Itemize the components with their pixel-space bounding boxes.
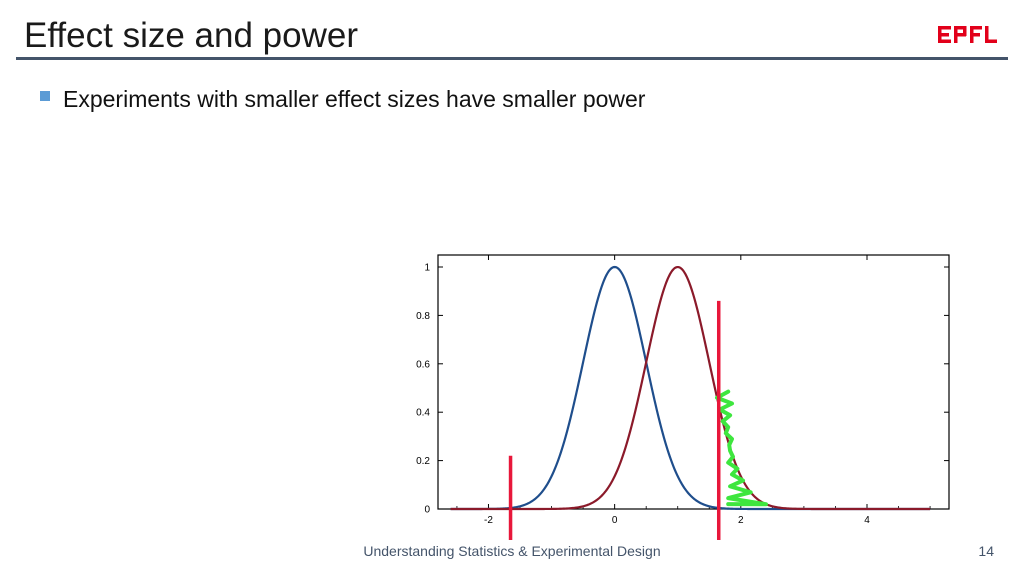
footer-text: Understanding Statistics & Experimental … [363, 543, 661, 559]
power-region-highlight [715, 389, 768, 507]
overlays [508, 300, 768, 540]
y-tick-label: 0.2 [416, 456, 430, 467]
y-tick-label: 0.4 [416, 408, 430, 419]
y-tick-label: 0 [424, 505, 430, 516]
epfl-logo [938, 26, 997, 43]
y-tick-label: 1 [424, 263, 430, 274]
x-tick-label: 2 [738, 515, 744, 526]
power-chart: 0 0.2 0.4 0.6 0.8 1 -2 0 2 4 [416, 254, 950, 540]
curves [450, 265, 931, 511]
bullet-item: Experiments with smaller effect sizes ha… [40, 84, 645, 114]
slide-title: Effect size and power [24, 16, 358, 55]
y-tick-label: 0.6 [416, 359, 430, 370]
y-tick-label: 0.8 [416, 311, 430, 322]
x-tick-label: 4 [864, 515, 870, 526]
x-tick-label: 0 [612, 515, 618, 526]
curve-series-2 [450, 265, 931, 511]
x-tick-label: -2 [484, 515, 493, 526]
axis-ticks: 0 0.2 0.4 0.6 0.8 1 -2 0 2 4 [416, 255, 949, 526]
page-number: 14 [978, 543, 994, 559]
bullet-marker [40, 91, 50, 101]
bullet-text: Experiments with smaller effect sizes ha… [63, 86, 646, 112]
title-divider [16, 57, 1008, 60]
